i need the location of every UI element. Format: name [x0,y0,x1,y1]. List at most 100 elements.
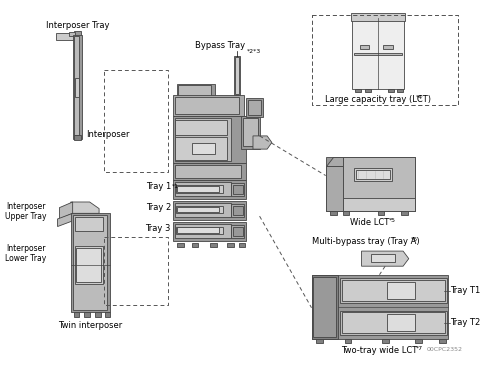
Bar [175,226,223,234]
Bar [95,312,101,317]
Bar [242,118,258,146]
Bar [340,279,446,303]
Bar [398,89,403,92]
Bar [192,243,198,247]
Bar [352,18,404,89]
Bar [173,116,246,163]
Bar [175,203,231,217]
Bar [74,217,103,231]
Text: *2*3: *2*3 [246,49,261,54]
Text: *1: *1 [172,184,179,189]
Bar [177,186,219,192]
Bar [415,339,422,343]
Bar [401,211,408,215]
Bar [173,180,246,199]
Bar [342,198,415,211]
Text: Large capacity tray (LCT): Large capacity tray (LCT) [325,95,431,104]
Text: Interposer Tray: Interposer Tray [45,21,109,30]
Bar [326,166,342,211]
Bar [173,201,246,220]
Text: Interposer: Interposer [86,130,129,139]
Bar [73,31,81,36]
Bar [354,168,392,181]
Bar [239,243,245,247]
Text: Two-tray wide LCT: Two-tray wide LCT [341,346,418,354]
Bar [175,185,223,192]
Bar [354,53,402,55]
Bar [175,206,223,213]
Bar [175,120,227,135]
Bar [175,97,239,114]
Bar [233,226,242,236]
Text: Tray 1: Tray 1 [145,182,171,191]
Bar [177,84,215,101]
Bar [231,225,244,238]
Bar [175,165,241,178]
Bar [175,182,231,196]
Bar [241,116,259,149]
Bar [383,339,389,343]
Bar [231,183,244,196]
Bar [351,13,405,21]
Bar [233,185,242,195]
Bar [74,246,103,284]
Bar [72,35,82,139]
Polygon shape [326,157,342,166]
Polygon shape [71,202,99,213]
Bar [384,45,393,49]
Bar [231,204,244,217]
Polygon shape [253,136,272,149]
Bar [177,243,184,247]
Text: *7: *7 [415,346,423,350]
Bar [342,157,415,211]
Bar [248,100,261,115]
Bar [73,312,79,317]
Bar [371,254,395,262]
Bar [175,137,227,159]
Polygon shape [59,202,72,219]
Text: *6: *6 [411,237,418,242]
Bar [73,135,81,140]
Text: Wide LCT: Wide LCT [351,218,390,227]
Text: Multi-bypass tray (Tray A): Multi-bypass tray (Tray A) [312,237,419,246]
Bar [234,56,240,95]
Bar [360,45,369,49]
Text: Tray 3: Tray 3 [145,224,171,233]
Bar [326,157,415,211]
Text: *4: *4 [415,95,423,100]
Text: 00CPC2352: 00CPC2352 [426,347,463,352]
Bar [344,339,351,343]
Bar [74,78,79,97]
Bar [387,314,415,332]
Text: Tray 2: Tray 2 [145,203,171,212]
Bar [246,98,263,117]
Bar [73,36,79,135]
Bar [177,228,219,233]
Bar [342,280,445,301]
Bar [84,312,90,317]
Bar [387,282,415,299]
Bar [340,310,446,335]
Bar [330,211,337,215]
Bar [378,211,384,215]
Bar [69,32,74,36]
Bar [211,243,217,247]
Bar [175,224,231,238]
Bar [355,89,361,92]
Bar [316,339,323,343]
Bar [365,89,371,92]
Polygon shape [362,251,409,266]
Bar [312,275,448,339]
Bar [227,243,234,247]
Text: Twin interposer: Twin interposer [58,321,123,330]
Bar [72,215,107,310]
Text: Bypass Tray: Bypass Tray [195,41,245,50]
Bar [439,339,446,343]
Text: Tray T1: Tray T1 [450,286,481,295]
Text: *5: *5 [389,218,396,223]
Bar [388,89,394,92]
Text: Interposer
Lower Tray: Interposer Lower Tray [5,243,46,263]
Bar [356,170,390,179]
Bar [71,213,111,312]
Bar [192,142,215,154]
